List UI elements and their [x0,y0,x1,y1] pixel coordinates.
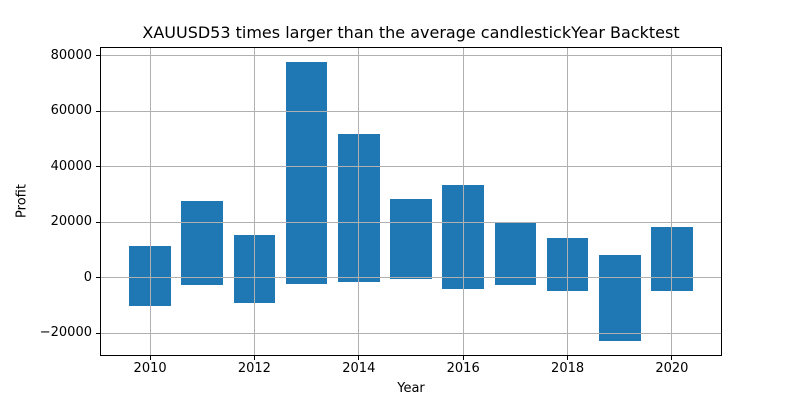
gridline-y-60000 [101,110,721,112]
x-tick-label-2010: 2010 [133,361,167,376]
x-axis-label: Year [397,381,425,396]
bar-2017 [494,223,537,286]
gridline-y-80000 [101,55,721,56]
y-tick-mark-60000 [96,110,100,112]
y-tick-mark-0 [96,277,100,279]
bar-2013 [285,61,328,285]
bar-2015 [390,198,432,279]
y-tick-mark-40000 [96,166,100,168]
x-tick-label-2012: 2012 [237,361,271,376]
x-tick-mark-2018 [567,356,569,360]
x-tick-mark-2016 [462,356,464,360]
y-tick-label-40000: 40000 [50,158,92,174]
bar-2011 [181,201,224,285]
x-tick-mark-2020 [671,356,673,360]
x-tick-mark-2012 [253,356,255,360]
chart-title: XAUUSD53 times larger than the average c… [142,23,680,42]
x-tick-label-2014: 2014 [342,361,376,376]
gridline-x-2018 [567,48,569,355]
y-tick-label-0: 0 [83,269,92,285]
x-tick-mark-2010 [149,356,151,360]
y-tick-mark-20000 [96,221,100,223]
gridline-y--20000 [101,332,721,334]
y-tick-mark-80000 [96,55,100,56]
gridline-y-40000 [101,166,721,168]
y-axis-label: Profit [14,184,30,218]
y-tick-label-20000: 20000 [50,214,92,230]
gridline-y-20000 [101,221,721,223]
x-tick-label-2020: 2020 [655,361,689,376]
gridline-x-2014 [358,48,360,355]
y-tick-label-60000: 60000 [50,103,92,119]
plot-area [96,47,722,360]
gridline-x-2016 [462,48,464,355]
x-tick-mark-2014 [358,356,360,360]
x-tick-label-2018: 2018 [551,361,585,376]
y-tick-mark--20000 [96,332,100,334]
gridline-y-0 [101,277,721,279]
gridline-x-2010 [149,48,151,355]
x-tick-label-2016: 2016 [446,361,480,376]
y-tick-label-80000: 80000 [50,47,92,63]
bar-2019 [598,254,641,342]
gridline-x-2020 [671,48,673,355]
gridline-x-2012 [253,48,255,355]
y-tick-label--20000: −20000 [39,325,92,341]
